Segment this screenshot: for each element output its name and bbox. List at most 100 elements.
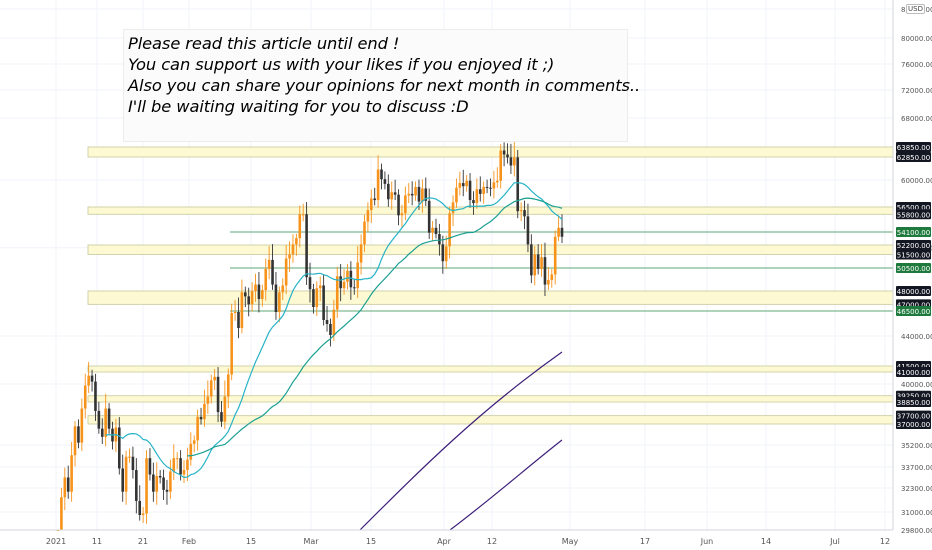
y-tick-label: 68000.00	[901, 115, 932, 123]
candle-body	[315, 288, 319, 307]
candle-body	[397, 194, 400, 216]
candle-body	[444, 246, 448, 262]
level-label-bg	[896, 227, 931, 237]
level-label: 37000.00	[897, 421, 930, 429]
candle-body	[138, 500, 142, 515]
x-tick-label: May	[562, 537, 579, 546]
candle-body	[288, 254, 291, 259]
level-label: 38850.00	[897, 399, 930, 407]
currency-badge[interactable]: USD	[906, 4, 925, 14]
candle-body	[257, 284, 261, 299]
candle-body	[553, 236, 557, 275]
level-label: 41000.00	[897, 369, 930, 377]
candle-body	[369, 198, 373, 211]
candle-body	[199, 416, 203, 420]
candle-body	[519, 210, 523, 212]
candle-body	[301, 214, 305, 216]
candle-body	[141, 513, 145, 515]
candle-body	[424, 188, 428, 201]
candle-body	[560, 227, 564, 237]
candle-body	[155, 476, 159, 492]
level-label-bg	[896, 240, 931, 250]
candle-body	[223, 396, 227, 422]
candle-body	[220, 412, 223, 422]
candle-body	[179, 458, 182, 475]
candle-body	[421, 188, 424, 202]
candles	[56, 142, 564, 531]
level-label: 56500.00	[897, 204, 930, 212]
candle-body	[209, 380, 213, 397]
candle-body	[295, 238, 298, 245]
candle-body	[189, 443, 193, 460]
candle-body	[63, 477, 67, 498]
candle-body	[492, 182, 496, 189]
level-label: 63850.00	[897, 144, 930, 152]
candle-body	[557, 227, 560, 237]
x-tick-label: 11	[92, 537, 102, 546]
candle-body	[387, 183, 390, 200]
candle-body	[135, 470, 138, 501]
candle-body	[499, 150, 503, 181]
level-label: 46500.00	[897, 308, 930, 316]
candle-body	[271, 259, 274, 285]
candle-body	[158, 476, 162, 478]
candle-body	[308, 277, 312, 290]
level-label-bg	[896, 419, 931, 429]
candle-body	[240, 292, 244, 328]
zone-band	[87, 415, 894, 425]
x-tick-label: 15	[366, 537, 376, 546]
candle-body	[540, 257, 543, 269]
candle-body	[393, 192, 397, 195]
y-tick-label: 80000.00	[901, 35, 932, 43]
candle-body	[165, 489, 169, 492]
ma-medium-line	[187, 197, 563, 457]
candle-body	[550, 274, 554, 280]
candle-body	[438, 234, 441, 245]
candle-body	[400, 213, 404, 216]
candle-body	[533, 254, 537, 276]
candle-body	[373, 198, 377, 201]
candle-body	[312, 289, 315, 307]
candle-body	[380, 169, 383, 180]
y-tick-label: 29800.00	[901, 527, 932, 535]
candle-body	[383, 179, 387, 184]
x-tick-label: Mar	[303, 537, 319, 546]
candle-body	[547, 279, 550, 285]
candle-body	[291, 244, 295, 255]
candle-body	[458, 183, 462, 188]
candle-body	[192, 440, 196, 444]
level-label: 39250.00	[897, 393, 930, 401]
candle-body	[107, 408, 111, 429]
candle-body	[513, 157, 516, 166]
level-label-bg	[896, 263, 931, 273]
note-line-1: Please read this article until end !	[128, 34, 400, 53]
candle-body	[329, 324, 332, 335]
zone-band	[87, 290, 894, 305]
candle-body	[352, 287, 356, 289]
candle-body	[506, 154, 509, 158]
candle-body	[90, 375, 94, 382]
y-tick-label: 31000.00	[901, 509, 932, 517]
zone-band	[87, 146, 894, 158]
candle-body	[117, 427, 121, 469]
candle-body	[404, 195, 407, 214]
level-label-bg	[896, 397, 931, 407]
x-tick-label: 12	[880, 537, 890, 546]
candle-body	[254, 284, 257, 291]
level-label: 50500.00	[897, 265, 930, 273]
y-tick-label: 33700.00	[901, 464, 932, 472]
level-label: 62850.00	[897, 154, 930, 162]
candle-body	[104, 408, 107, 437]
y-tick-label: 32300.00	[901, 485, 932, 493]
candle-body	[186, 459, 189, 470]
zone-band	[87, 206, 894, 215]
candle-body	[121, 468, 125, 492]
candle-body	[431, 227, 434, 233]
candle-body	[182, 470, 186, 475]
candle-body	[100, 428, 104, 437]
level-label-bg	[896, 152, 931, 162]
candle-body	[73, 426, 77, 456]
level-label: 47000.00	[897, 301, 930, 309]
candle-body	[124, 456, 128, 492]
